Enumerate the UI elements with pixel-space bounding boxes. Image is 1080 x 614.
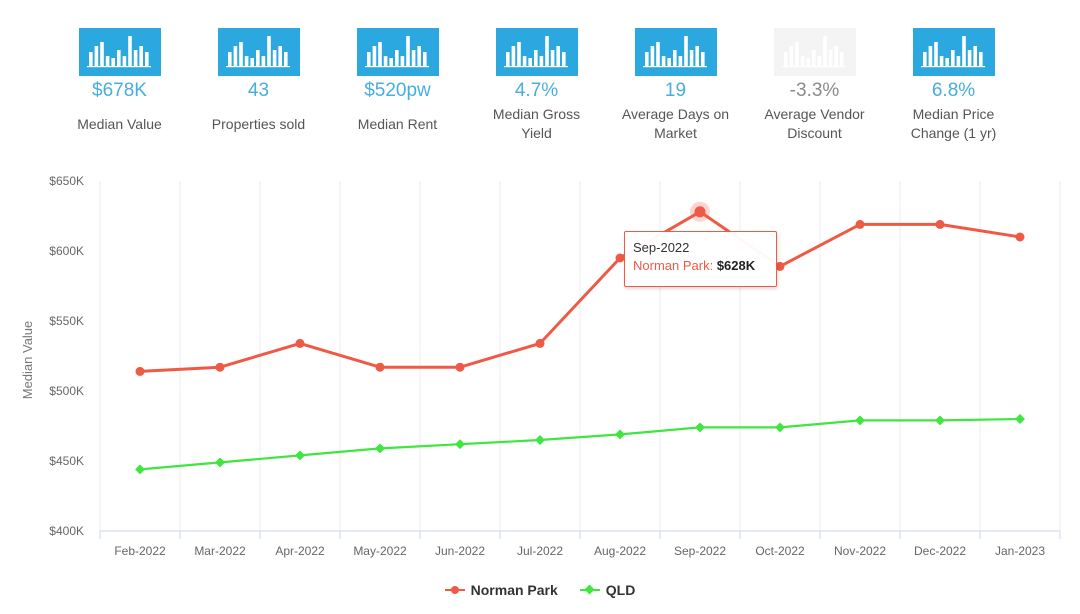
legend-item-qld[interactable]: QLD bbox=[579, 582, 636, 598]
legend-label: QLD bbox=[605, 582, 636, 598]
x-tick-label: Nov-2022 bbox=[834, 544, 886, 558]
x-tick-label: Oct-2022 bbox=[755, 544, 805, 558]
bar-chart-icon bbox=[356, 28, 439, 76]
stats-bar: $678K Median Value 43 Properties sold $520pw… bbox=[50, 28, 1050, 148]
stat-3[interactable]: 4.7% Median Gross Yield bbox=[467, 28, 606, 143]
stat-value: 43 bbox=[247, 80, 270, 101]
stat-5[interactable]: -3.3% Average Vendor Discount bbox=[745, 28, 884, 143]
x-tick-label: Jan-2023 bbox=[995, 544, 1045, 558]
data-point[interactable] bbox=[1015, 414, 1025, 424]
x-tick-label: Apr-2022 bbox=[275, 544, 325, 558]
y-tick-label: $550K bbox=[49, 314, 84, 328]
data-point[interactable] bbox=[375, 362, 385, 372]
stat-label: Properties sold bbox=[211, 116, 306, 132]
data-point[interactable] bbox=[215, 362, 225, 372]
tooltip-date: Sep-2022 bbox=[633, 240, 690, 255]
stat-label: Median Value bbox=[77, 116, 162, 132]
x-tick-label: Jun-2022 bbox=[435, 544, 485, 558]
chart-tooltip: Sep-2022 Norman Park: $628K bbox=[624, 231, 777, 287]
legend-label: Norman Park bbox=[470, 582, 558, 598]
y-axis-label: Median Value bbox=[20, 321, 35, 400]
data-point[interactable] bbox=[455, 362, 465, 372]
data-point[interactable] bbox=[855, 219, 865, 229]
data-point[interactable] bbox=[455, 439, 465, 450]
data-point[interactable] bbox=[694, 206, 706, 218]
data-point[interactable] bbox=[695, 422, 705, 433]
stat-2[interactable]: $520pw Median Rent bbox=[328, 28, 467, 134]
bar-chart-icon bbox=[634, 28, 717, 76]
stat-0[interactable]: $678K Median Value bbox=[50, 28, 189, 134]
bar-chart-icon bbox=[912, 28, 995, 76]
data-point[interactable] bbox=[855, 415, 865, 426]
series-line-qld[interactable] bbox=[139, 417, 1021, 471]
data-point[interactable] bbox=[295, 338, 305, 348]
tooltip-series-name: Norman Park: bbox=[633, 258, 714, 273]
x-tick-label: Feb-2022 bbox=[114, 544, 166, 558]
bar-chart-icon bbox=[495, 28, 578, 76]
line-chart: $400K $450K $500K $550K $600K $650K Feb-2022 M… bbox=[20, 174, 1061, 558]
data-point[interactable] bbox=[935, 219, 945, 229]
x-tick-label: Dec-2022 bbox=[914, 544, 966, 558]
data-point[interactable] bbox=[615, 253, 625, 263]
legend-swatch-diamond-icon bbox=[579, 584, 600, 596]
stat-label: Median Gross Yield bbox=[492, 106, 581, 141]
bar-chart-icon bbox=[217, 28, 300, 76]
chart-legend: Norman Park QLD bbox=[0, 578, 1080, 602]
data-point[interactable] bbox=[775, 422, 785, 433]
y-tick-label: $400K bbox=[49, 524, 84, 538]
stat-label: Median Rent bbox=[357, 116, 438, 132]
x-tick-label: Aug-2022 bbox=[594, 544, 646, 558]
stat-6[interactable]: 6.8% Median Price Change (1 yr) bbox=[884, 28, 1023, 143]
data-point[interactable] bbox=[535, 435, 545, 445]
y-axis: $400K $450K $500K $550K $600K $650K bbox=[49, 174, 84, 538]
data-point[interactable] bbox=[1015, 232, 1025, 242]
stat-4[interactable]: 19 Average Days on Market bbox=[606, 28, 745, 143]
y-tick-label: $650K bbox=[49, 174, 84, 188]
stat-label: Average Days on Market bbox=[621, 106, 730, 141]
series-line-norman-park[interactable] bbox=[139, 210, 1021, 373]
y-tick-label: $500K bbox=[49, 384, 84, 398]
data-point[interactable] bbox=[295, 450, 305, 461]
data-point[interactable] bbox=[615, 429, 625, 440]
stat-1[interactable]: 43 Properties sold bbox=[189, 28, 328, 134]
chart-series bbox=[135, 201, 1025, 475]
legend-item-norman-park[interactable]: Norman Park bbox=[444, 582, 558, 598]
data-point[interactable] bbox=[135, 366, 145, 376]
chart-grid bbox=[99, 181, 1061, 531]
bar-chart-icon bbox=[773, 28, 856, 76]
stat-value: 19 bbox=[664, 80, 687, 101]
data-point[interactable] bbox=[135, 464, 145, 475]
y-tick-label: $600K bbox=[49, 244, 84, 258]
data-point[interactable] bbox=[935, 415, 945, 426]
x-tick-label: Jul-2022 bbox=[517, 544, 563, 558]
x-tick-label: May-2022 bbox=[353, 544, 407, 558]
stat-value: $678K bbox=[92, 80, 147, 101]
data-point[interactable] bbox=[775, 261, 785, 271]
legend-swatch-circle-icon bbox=[444, 584, 465, 596]
stat-label: Average Vendor Discount bbox=[764, 106, 865, 141]
stat-value: 6.8% bbox=[931, 80, 976, 101]
bar-chart-icon bbox=[78, 28, 161, 76]
y-tick-label: $450K bbox=[49, 454, 84, 468]
stat-value: 4.7% bbox=[514, 80, 559, 101]
x-tick-label: Sep-2022 bbox=[674, 544, 726, 558]
stat-value: $520pw bbox=[364, 80, 431, 101]
data-point[interactable] bbox=[375, 443, 385, 454]
data-point[interactable] bbox=[215, 457, 225, 468]
x-tick-label: Mar-2022 bbox=[194, 544, 246, 558]
stat-value: -3.3% bbox=[789, 80, 840, 101]
stat-label: Median Price Change (1 yr) bbox=[910, 106, 997, 141]
tooltip-value: $628K bbox=[716, 258, 756, 273]
data-point[interactable] bbox=[535, 338, 545, 348]
x-axis: Feb-2022 Mar-2022 Apr-2022 May-2022 Jun-2022… bbox=[99, 530, 1061, 558]
